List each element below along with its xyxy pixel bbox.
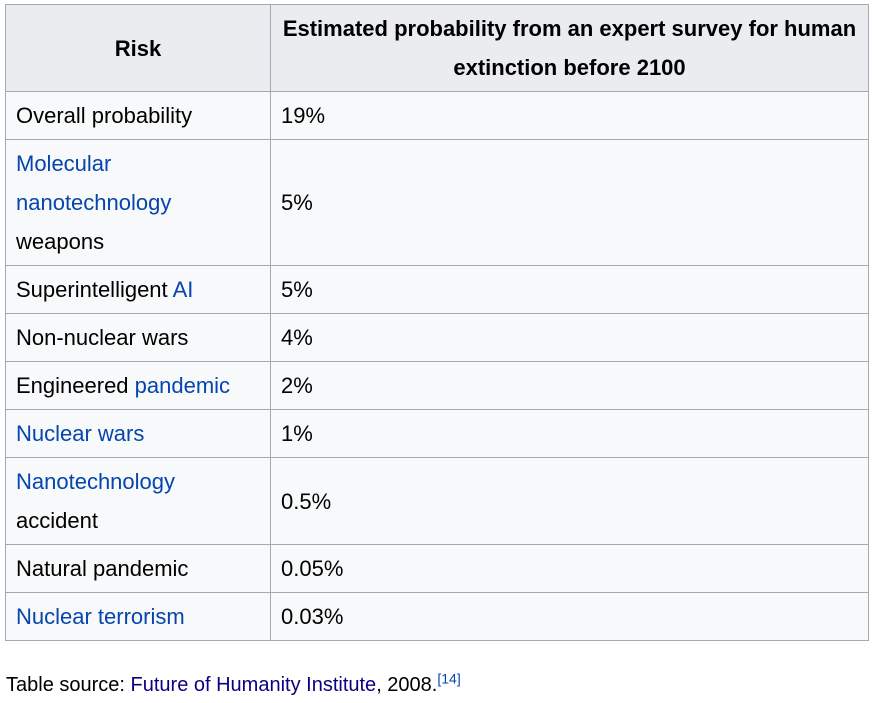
link-ai[interactable]: AI xyxy=(172,277,194,302)
table-row: Nanotechnology accident 0.5% xyxy=(5,457,869,545)
risk-cell: Nanotechnology accident xyxy=(5,457,271,545)
risk-cell: Non-nuclear wars xyxy=(5,313,271,362)
risk-text: Overall probability xyxy=(16,103,193,128)
risk-text: accident xyxy=(16,508,98,533)
caption-prefix: Table source: xyxy=(6,674,131,696)
table-row: Non-nuclear wars 4% xyxy=(5,313,869,362)
link-molecular-nanotechnology[interactable]: Molecular nanotechnology xyxy=(16,151,172,215)
table-row: Natural pandemic 0.05% xyxy=(5,544,869,593)
risk-cell: Overall probability xyxy=(5,91,271,140)
probability-cell: 0.03% xyxy=(270,592,869,641)
risk-cell: Molecular nanotechnology weapons xyxy=(5,139,271,266)
table-row: Nuclear wars 1% xyxy=(5,409,869,458)
link-nanotechnology[interactable]: Nanotechnology xyxy=(16,469,176,494)
citation-link[interactable]: [14] xyxy=(437,670,461,687)
risk-text: Engineered xyxy=(16,373,135,398)
probability-cell: 2% xyxy=(270,361,869,410)
probability-cell: 5% xyxy=(270,265,869,314)
table-row: Molecular nanotechnology weapons 5% xyxy=(5,139,869,266)
probability-cell: 0.05% xyxy=(270,544,869,593)
column-header-probability: Estimated probability from an expert sur… xyxy=(270,4,869,92)
risk-cell: Nuclear terrorism xyxy=(5,592,271,641)
table-row: Superintelligent AI 5% xyxy=(5,265,869,314)
table-row: Engineered pandemic 2% xyxy=(5,361,869,410)
probability-cell: 19% xyxy=(270,91,869,140)
link-nuclear-terrorism[interactable]: Nuclear terrorism xyxy=(16,604,185,629)
probability-cell: 4% xyxy=(270,313,869,362)
risk-text: Superintelligent xyxy=(16,277,173,302)
link-future-of-humanity-institute[interactable]: Future of Humanity Institute xyxy=(130,674,377,696)
risk-text: Non-nuclear wars xyxy=(16,325,189,350)
risk-cell: Superintelligent AI xyxy=(5,265,271,314)
probability-cell: 1% xyxy=(270,409,869,458)
column-header-risk: Risk xyxy=(5,4,271,92)
table-source-caption: Table source: Future of Humanity Institu… xyxy=(6,671,461,699)
extinction-risk-table: Risk Estimated probability from an exper… xyxy=(5,4,869,641)
probability-cell: 5% xyxy=(270,139,869,266)
link-nuclear-wars[interactable]: Nuclear wars xyxy=(16,421,145,446)
caption-suffix: , 2008. xyxy=(376,674,438,696)
probability-cell: 0.5% xyxy=(270,457,869,545)
risk-cell: Nuclear wars xyxy=(5,409,271,458)
table-row: Nuclear terrorism 0.03% xyxy=(5,592,869,641)
risk-cell: Engineered pandemic xyxy=(5,361,271,410)
risk-text: weapons xyxy=(16,229,105,254)
table-row: Overall probability 19% xyxy=(5,91,869,140)
risk-cell: Natural pandemic xyxy=(5,544,271,593)
link-pandemic[interactable]: pandemic xyxy=(134,373,231,398)
risk-text: Natural pandemic xyxy=(16,556,189,581)
table-header-row: Risk Estimated probability from an exper… xyxy=(5,4,869,92)
